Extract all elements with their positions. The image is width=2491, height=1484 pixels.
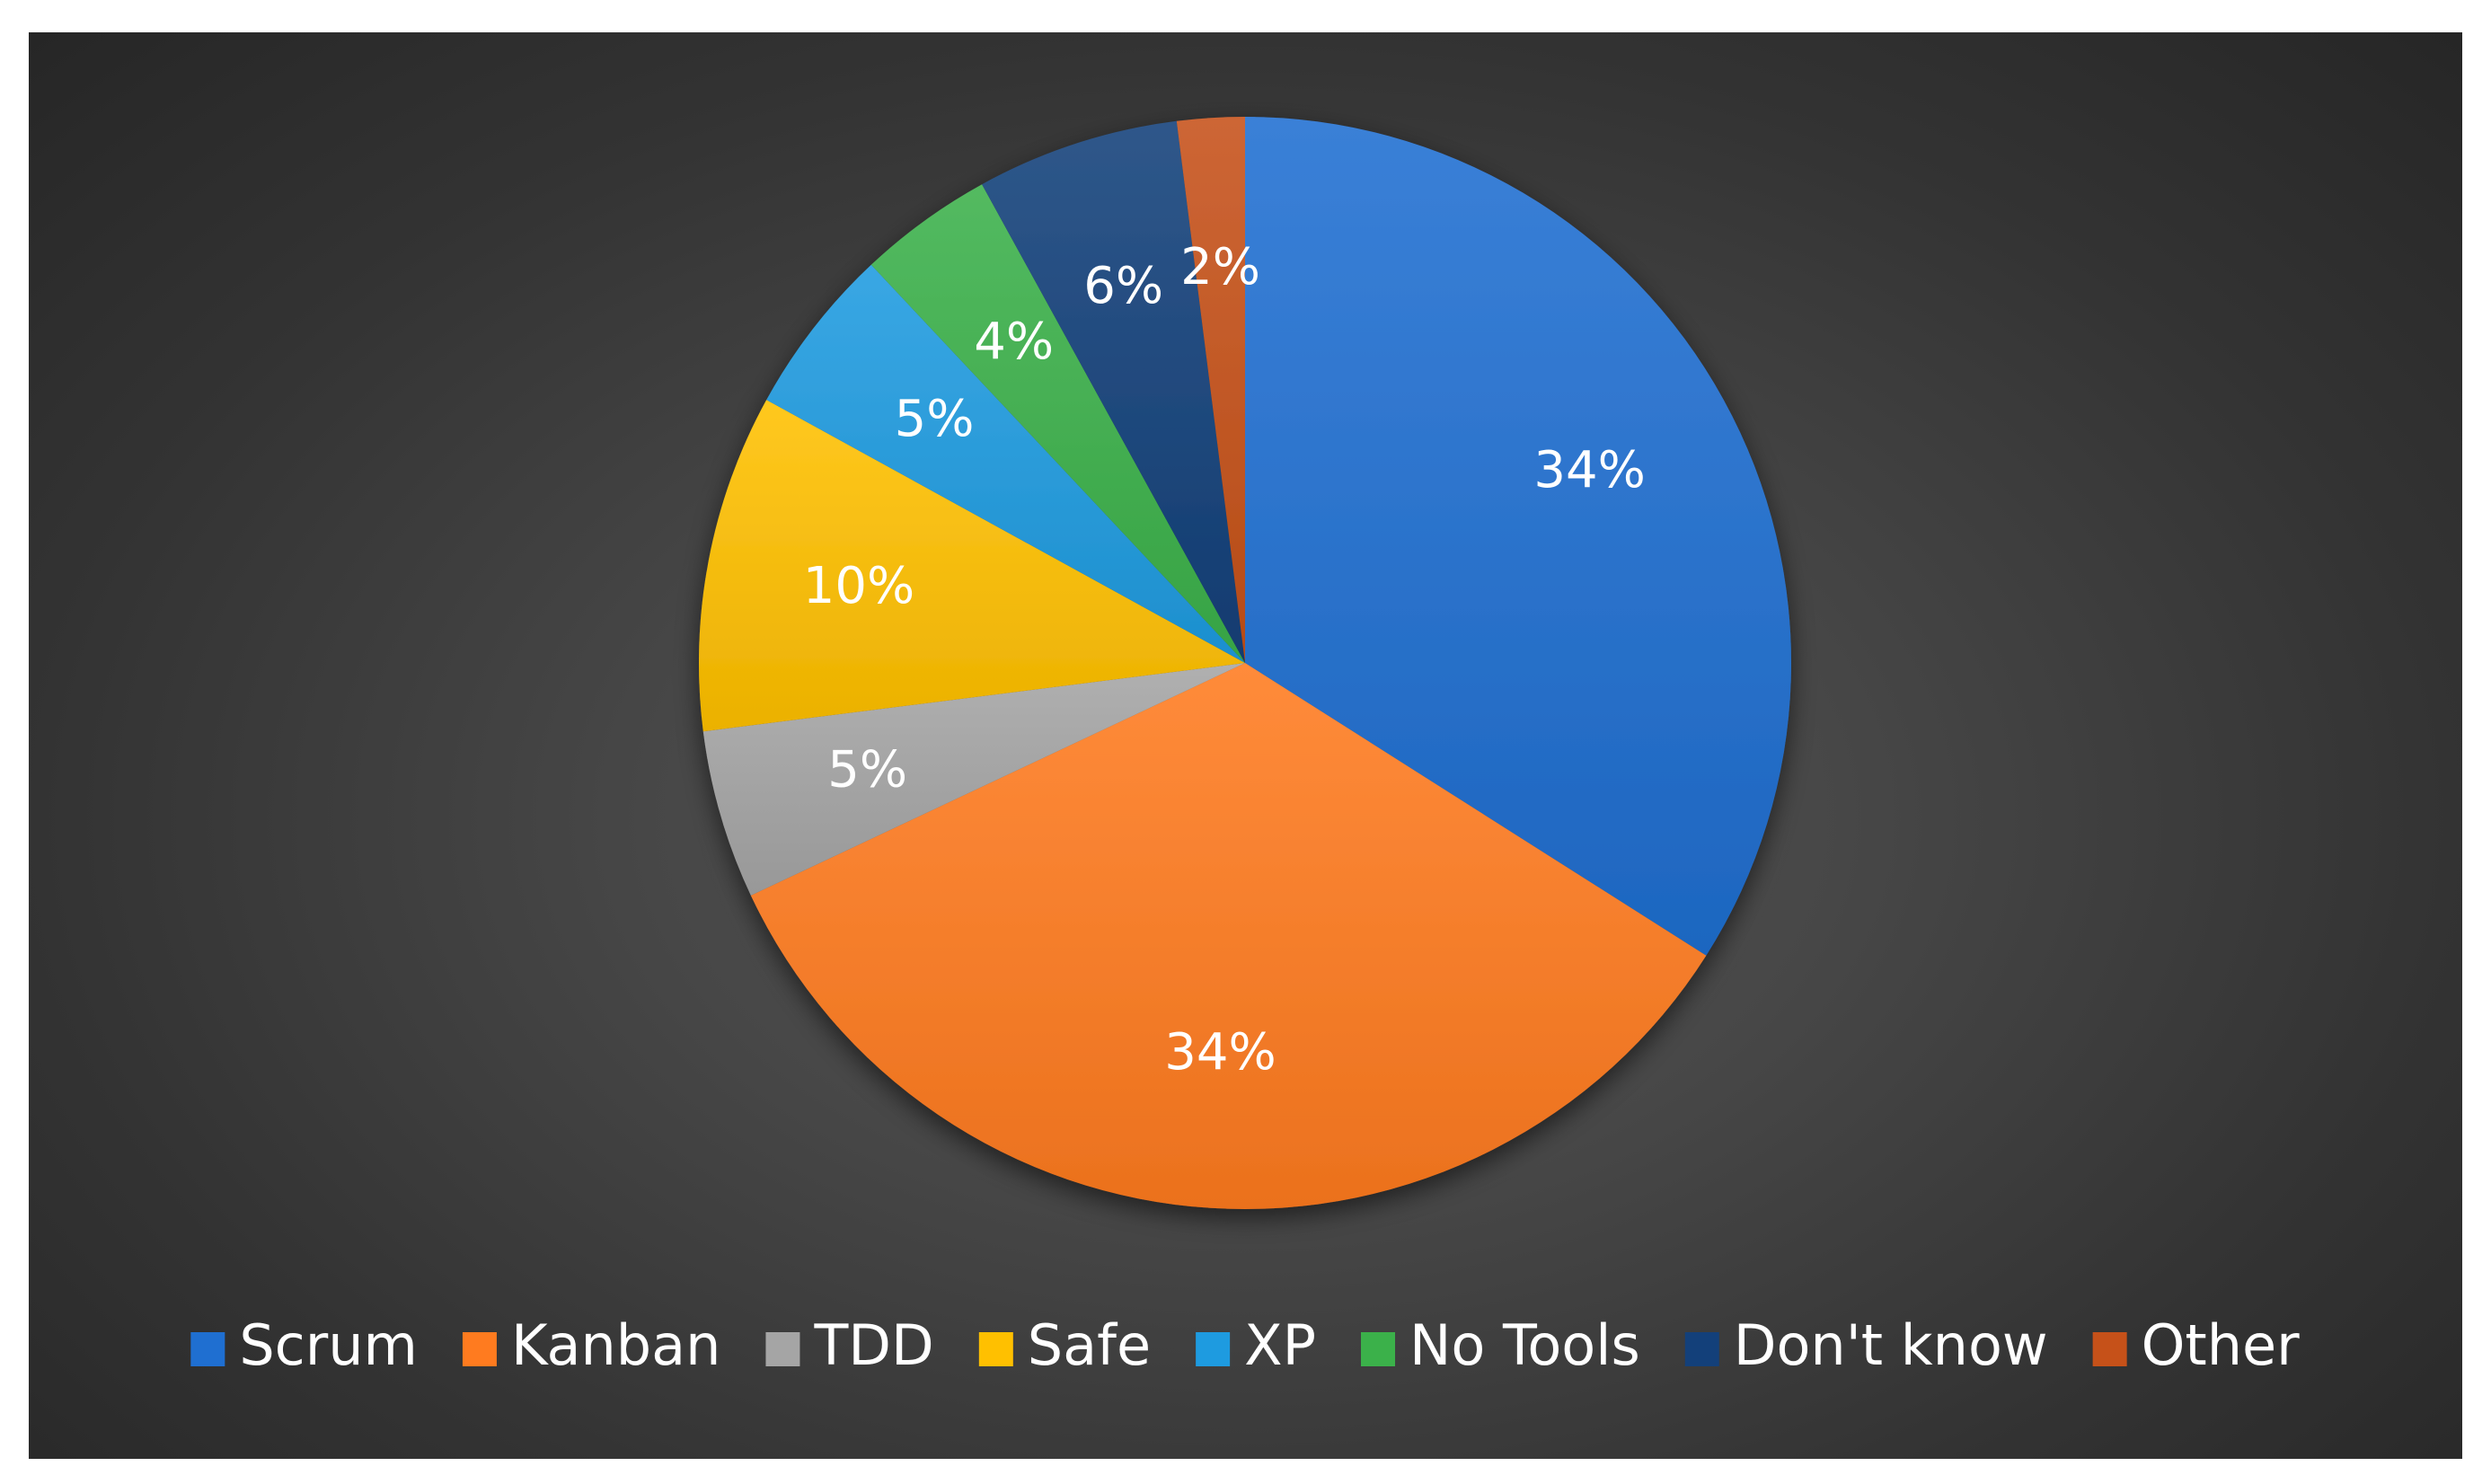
pie-slice-no-tools (870, 184, 1245, 663)
data-label-kanban: 34% (1164, 1023, 1276, 1082)
data-label-scrum: 34% (1533, 441, 1645, 499)
legend-label-safe: Safe (1028, 1312, 1151, 1378)
legend-label-tdd: TDD (813, 1312, 933, 1378)
legend-swatch-safe (978, 1332, 1013, 1366)
pie-slice-safe (699, 400, 1245, 732)
legend-swatch-other (2092, 1332, 2127, 1366)
pie-slice-kanban (750, 663, 1707, 1209)
pie-slice-other (1176, 117, 1245, 663)
legend-label-no-tools: No Tools (1409, 1312, 1640, 1378)
legend-item-no-tools: No Tools (1361, 1312, 1640, 1378)
legend-label-other: Other (2142, 1312, 2301, 1378)
legend-swatch-xp (1196, 1332, 1231, 1366)
data-label-xp: 5% (895, 390, 975, 448)
legend: Scrum Kanban TDD Safe XP No Tools Don't know Ot… (190, 1312, 2300, 1378)
legend-swatch-tdd (765, 1332, 800, 1366)
legend-label-kanban: Kanban (511, 1312, 721, 1378)
legend-item-other: Other (2092, 1312, 2301, 1378)
pie-data-labels: 34% 34% 5% 10% 5% 4% 6% 2% (803, 238, 1646, 1082)
legend-swatch-no-tools (1361, 1332, 1396, 1366)
legend-label-don-t-know: Don't know (1734, 1312, 2048, 1378)
legend-item-safe: Safe (978, 1312, 1151, 1378)
legend-swatch-don-t-know (1684, 1332, 1719, 1366)
legend-item-xp: XP (1196, 1312, 1316, 1378)
pie-slices (699, 117, 1791, 1209)
legend-item-kanban: Kanban (462, 1312, 721, 1378)
pie-slice-scrum (1245, 117, 1791, 956)
legend-swatch-scrum (190, 1332, 225, 1366)
pie-slice-don-t-know (982, 120, 1245, 664)
pie-slice-tdd (702, 663, 1245, 896)
legend-swatch-kanban (462, 1332, 497, 1366)
legend-item-tdd: TDD (765, 1312, 934, 1378)
pie-slice-xp (766, 264, 1245, 663)
data-label-no-tools: 4% (974, 313, 1054, 371)
legend-item-don-t-know: Don't know (1684, 1312, 2048, 1378)
data-label-tdd: 5% (827, 740, 907, 799)
legend-label-scrum: Scrum (239, 1312, 418, 1378)
data-label-safe: 10% (803, 557, 914, 615)
legend-item-scrum: Scrum (190, 1312, 418, 1378)
legend-label-xp: XP (1244, 1312, 1316, 1378)
data-label-other: 2% (1180, 238, 1260, 296)
data-label-don-t-know: 6% (1083, 257, 1163, 315)
